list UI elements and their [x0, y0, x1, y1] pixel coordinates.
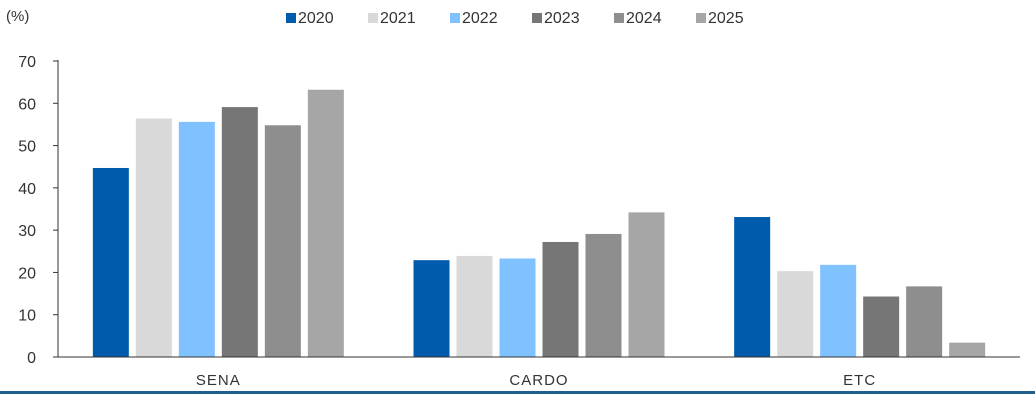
legend-swatch — [532, 13, 542, 23]
bar-etc-2020 — [734, 217, 771, 357]
legend-label: 2020 — [298, 10, 334, 27]
y-tick-label: 40 — [18, 181, 36, 198]
bar-sena-2022 — [178, 121, 215, 358]
legend-swatch — [286, 13, 296, 23]
legend-label: 2023 — [544, 10, 580, 27]
legend-swatch — [696, 13, 706, 23]
y-tick-label: 20 — [18, 265, 36, 282]
bar-cardo-2025 — [628, 212, 665, 357]
bar-cardo-2023 — [542, 241, 579, 357]
y-tick-label: 60 — [18, 96, 36, 113]
bar-cardo-2024 — [585, 233, 622, 357]
x-category-label: SENA — [196, 372, 241, 389]
x-category-label: ETC — [843, 372, 876, 389]
legend: 2020 2021 2022 2023 2024 2025 — [286, 10, 744, 27]
bar-etc-2024 — [906, 286, 943, 357]
bar-etc-2021 — [777, 271, 814, 357]
legend-label: 2021 — [380, 10, 416, 27]
legend-label: 2025 — [708, 10, 744, 27]
bar-etc-2025 — [949, 342, 986, 357]
bar-cardo-2021 — [456, 255, 493, 357]
y-tick-label: 10 — [18, 308, 36, 325]
y-tick-label: 70 — [18, 54, 36, 71]
legend-swatch — [450, 13, 460, 23]
y-axis: 0 10 20 30 40 50 60 70 — [18, 54, 59, 367]
bottom-rule — [0, 391, 1035, 394]
bars — [92, 89, 986, 358]
bar-sena-2020 — [92, 167, 129, 357]
bar-etc-2023 — [863, 296, 900, 357]
y-tick-label: 50 — [18, 139, 36, 156]
x-category-label: CARDO — [509, 372, 568, 389]
unit-label: (%) — [6, 8, 29, 25]
legend-swatch — [368, 13, 378, 23]
x-axis: SENA CARDO ETC — [58, 356, 1020, 389]
legend-swatch — [614, 13, 624, 23]
y-tick-label: 0 — [27, 350, 36, 367]
bar-cardo-2020 — [413, 260, 450, 357]
bar-cardo-2022 — [499, 258, 536, 357]
bar-sena-2025 — [307, 89, 344, 358]
legend-label: 2024 — [626, 10, 662, 27]
bar-sena-2024 — [264, 125, 301, 357]
bar-etc-2022 — [820, 264, 857, 357]
y-tick-label: 30 — [18, 223, 36, 240]
legend-label: 2022 — [462, 10, 498, 27]
bar-sena-2023 — [221, 107, 258, 357]
bar-sena-2021 — [135, 118, 172, 357]
